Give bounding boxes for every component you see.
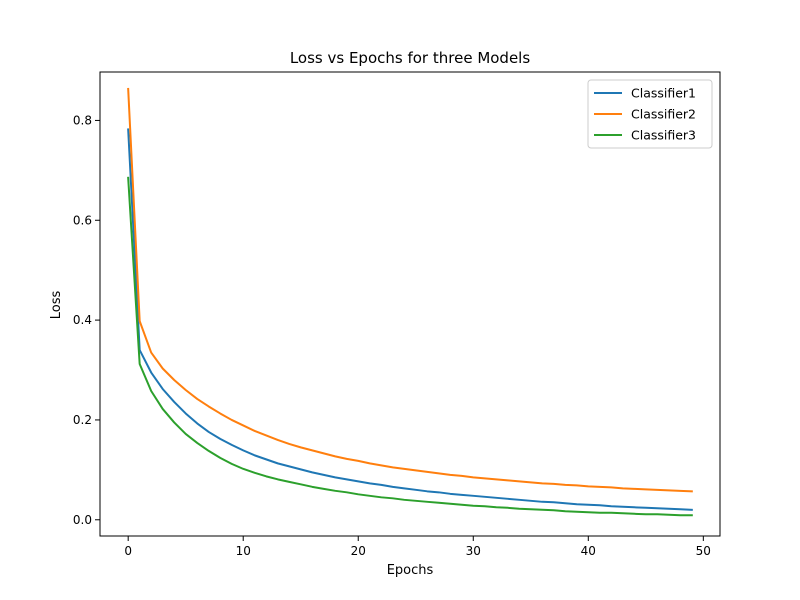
- legend: Classifier1 Classifier2 Classifier3: [587, 79, 713, 149]
- y-axis-label: Loss: [49, 291, 64, 320]
- x-tick-label: 20: [351, 544, 366, 558]
- x-tick-label: 30: [466, 544, 481, 558]
- legend-label-classifier3: Classifier3: [631, 128, 696, 143]
- legend-label-classifier1: Classifier1: [631, 86, 696, 101]
- y-tick-label: 0.8: [73, 113, 92, 127]
- plot-frame: [99, 71, 721, 537]
- y-tick-label: 0.2: [73, 413, 92, 427]
- x-tick-label: 40: [581, 544, 596, 558]
- chart-title: Loss vs Epochs for three Models: [290, 49, 531, 67]
- x-tick-label: 10: [236, 544, 251, 558]
- x-axis-label: Epochs: [387, 563, 434, 578]
- y-tick-label: 0.0: [73, 513, 92, 527]
- x-tick-label: 50: [696, 544, 711, 558]
- legend-label-classifier2: Classifier2: [631, 107, 696, 122]
- axis-ticks: 0 10 20 30 40 50 0.0 0.2 0.4 0.6 0.8: [73, 113, 711, 558]
- x-tick-label: 0: [124, 544, 132, 558]
- y-tick-label: 0.6: [73, 213, 92, 227]
- plot-lines: [127, 87, 693, 517]
- y-tick-label: 0.4: [73, 313, 92, 327]
- series-line-classifier1: [127, 128, 693, 511]
- legend-box: [587, 79, 713, 149]
- series-line-classifier3: [127, 176, 693, 517]
- series-line-classifier2: [127, 87, 693, 493]
